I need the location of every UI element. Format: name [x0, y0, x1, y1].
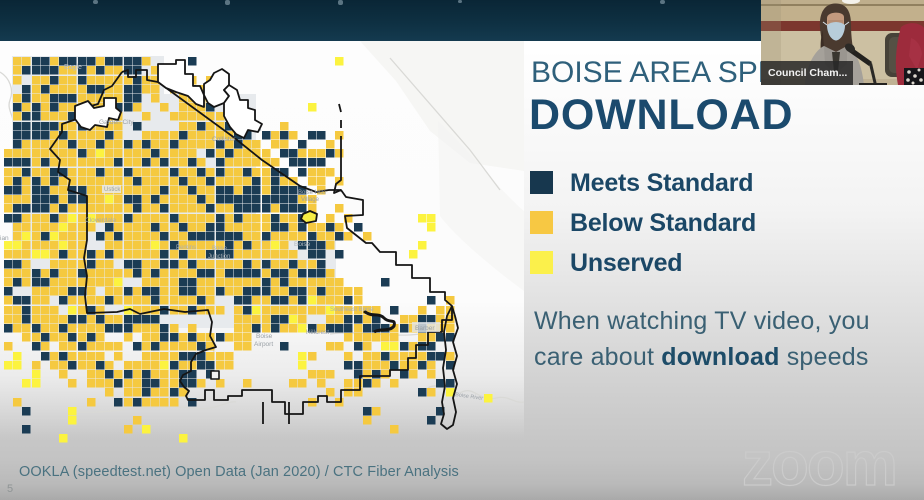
svg-text:Boise Hills: Boise Hills: [298, 190, 326, 196]
svg-text:Boise River: Boise River: [455, 392, 484, 402]
svg-text:Garden City: Garden City: [99, 119, 134, 126]
svg-text:Southeast Boise: Southeast Boise: [330, 307, 374, 313]
svg-text:Boise: Boise: [212, 246, 228, 252]
svg-text:Collister: Collister: [212, 136, 236, 143]
svg-text:Eagle: Eagle: [64, 64, 82, 71]
svg-text:Ustick: Ustick: [104, 187, 121, 193]
svg-text:Junction: Junction: [208, 254, 230, 260]
svg-text:Village: Village: [301, 197, 320, 203]
svg-text:Boise: Boise: [256, 333, 273, 340]
svg-text:ian: ian: [0, 235, 9, 242]
svg-text:Airport: Airport: [254, 341, 273, 348]
svg-text:Perkins: Perkins: [176, 245, 196, 251]
svg-text:Boise: Boise: [294, 241, 311, 248]
svg-text:Hillcrest: Hillcrest: [306, 329, 329, 336]
svg-text:Cloverdale: Cloverdale: [85, 217, 116, 224]
svg-text:Barber: Barber: [415, 325, 435, 332]
